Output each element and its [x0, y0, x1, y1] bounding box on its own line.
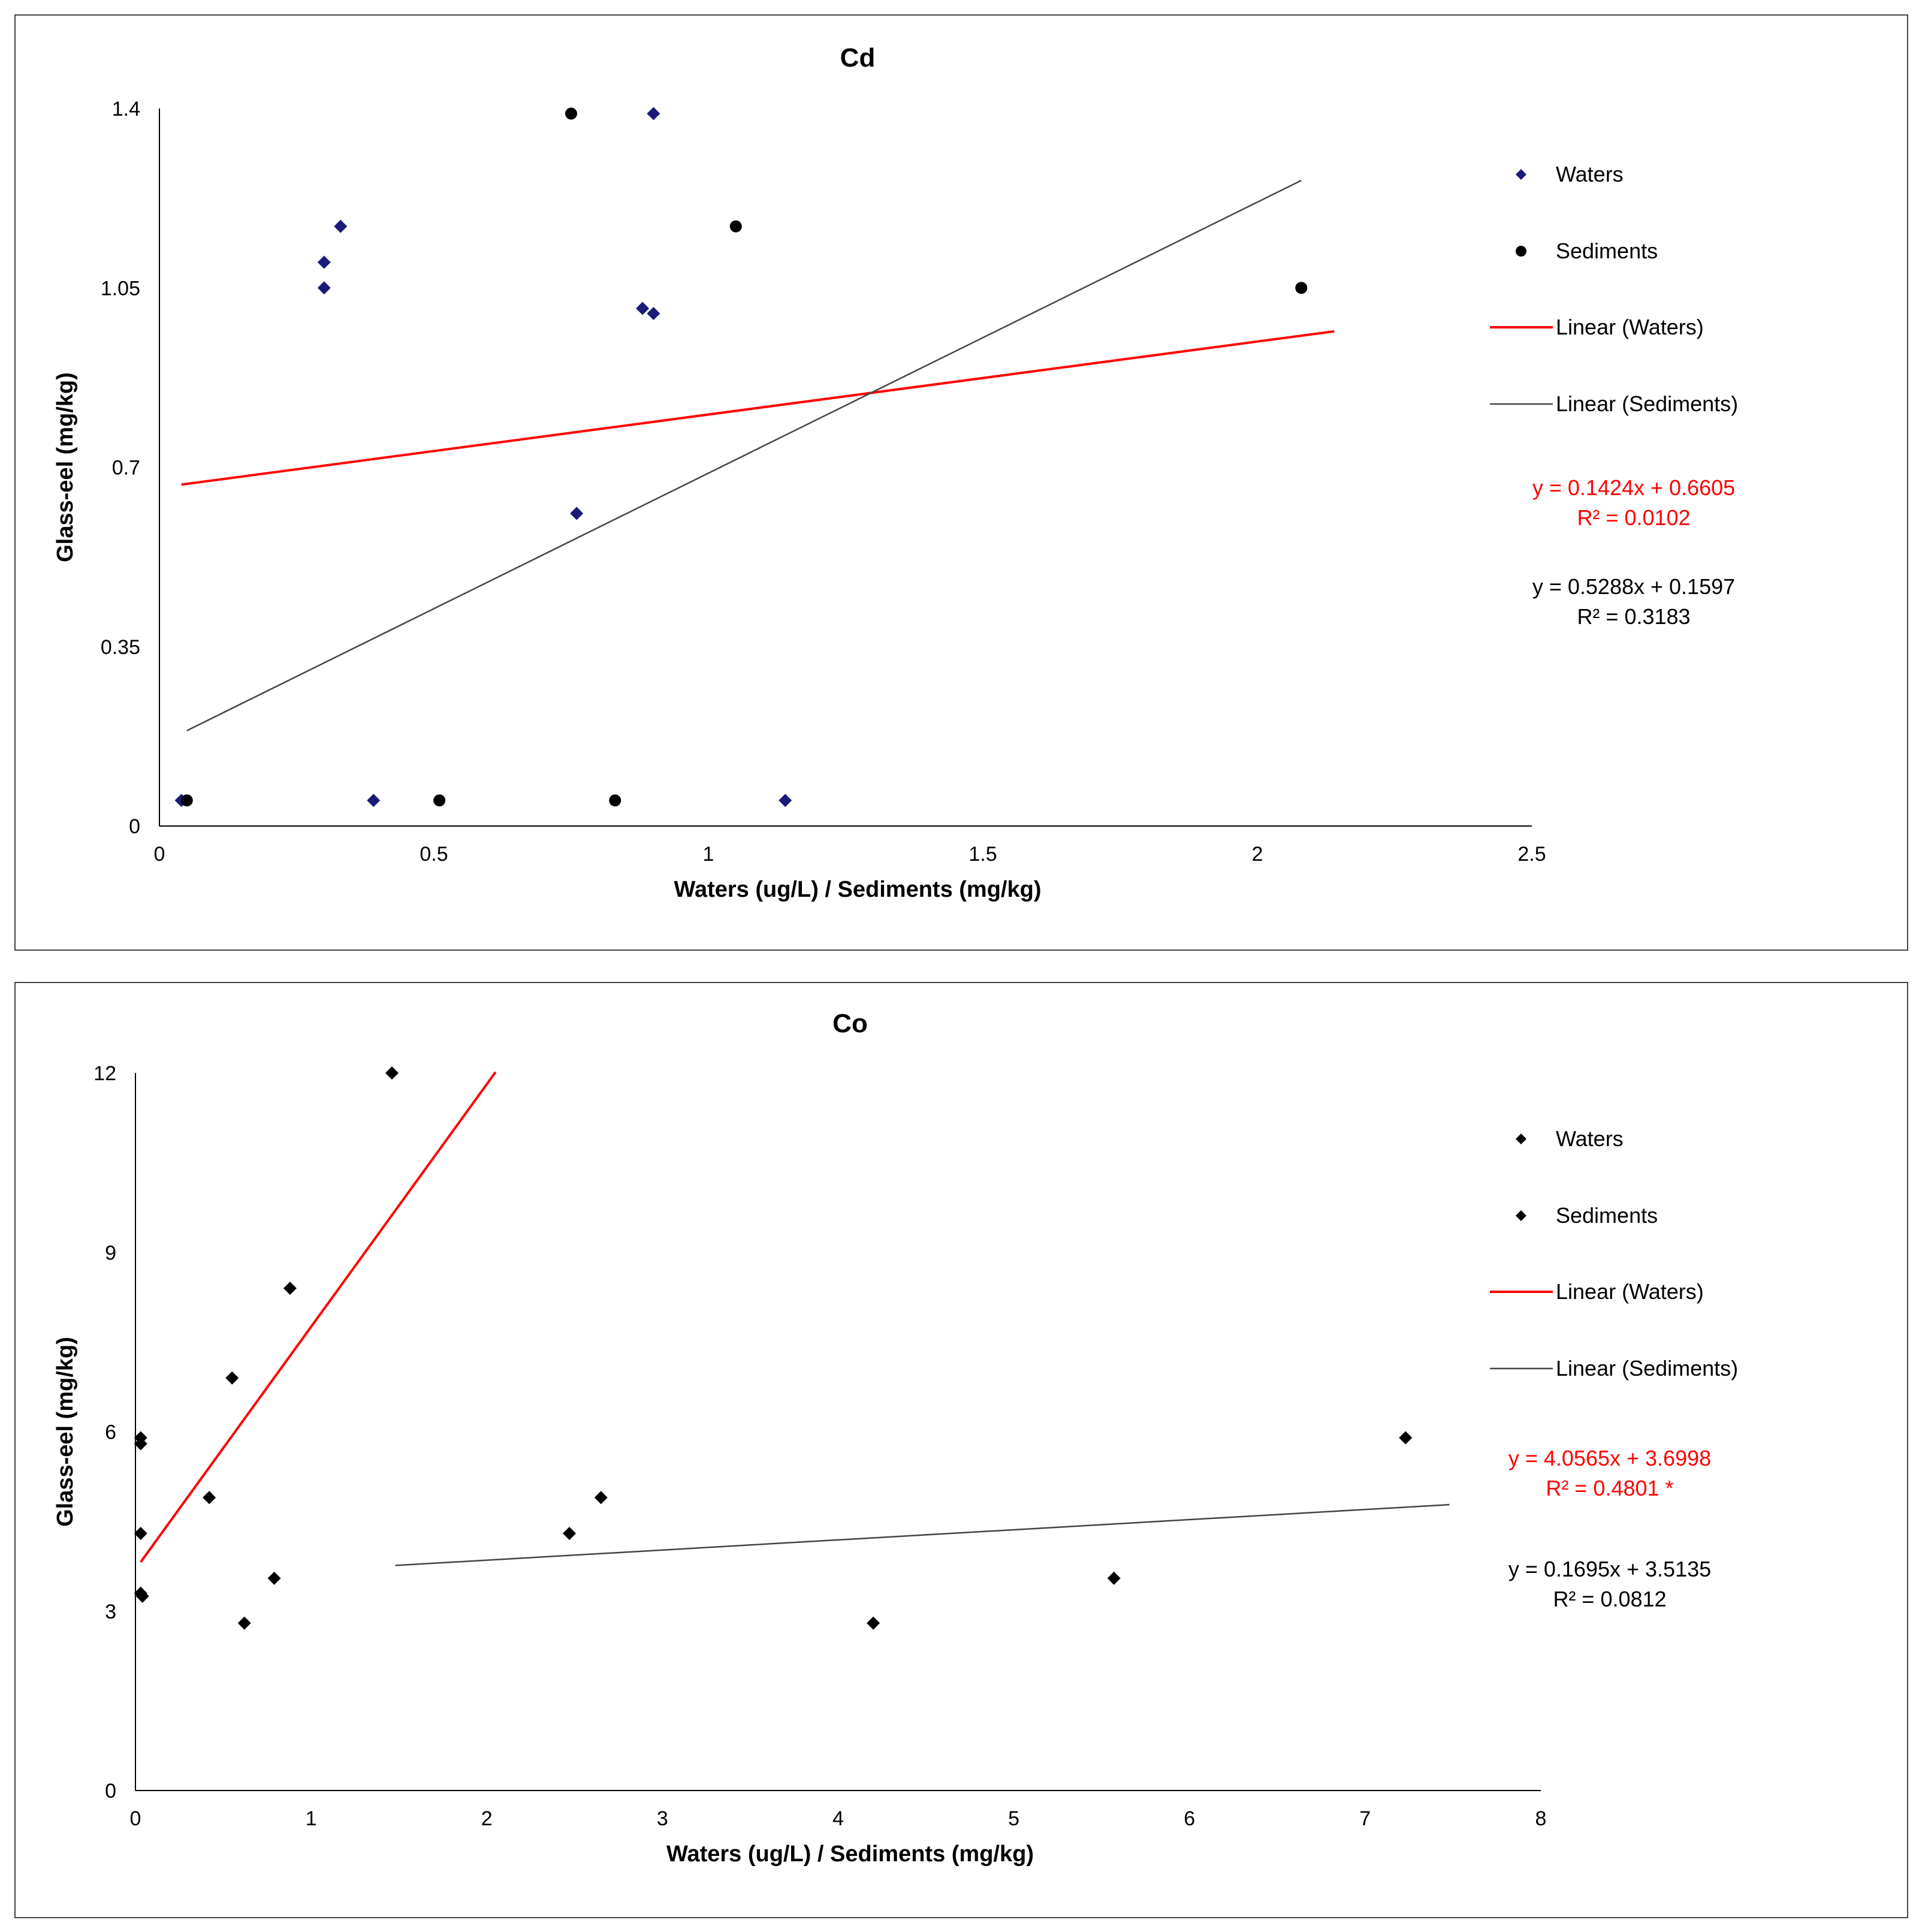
x-tick-label: 0.5 — [420, 843, 448, 866]
x-axis-title: Waters (ug/L) / Sediments (mg/kg) — [674, 877, 1042, 902]
x-tick-label: 2.5 — [1517, 843, 1546, 866]
x-tick-label: 8 — [1535, 1807, 1547, 1830]
equation-line: y = 4.0565x + 3.6998 — [1508, 1446, 1711, 1470]
legend-label: Linear (Sediments) — [1556, 391, 1738, 416]
co-point-waters — [134, 1527, 147, 1541]
legend-label: Sediments — [1556, 239, 1658, 263]
y-axis-title: Glass-eel (mg/kg) — [53, 372, 78, 562]
co-point-sediments — [1107, 1571, 1121, 1585]
legend-label: Sediments — [1556, 1203, 1658, 1228]
equation-line: y = 0.5288x + 0.1597 — [1532, 574, 1735, 599]
chart-title: Co — [832, 1009, 868, 1038]
x-tick-label: 1 — [306, 1807, 317, 1830]
cd-trendline-sediments — [186, 179, 1302, 731]
cd-point-sediments — [609, 794, 621, 807]
legend-label: Linear (Sediments) — [1556, 1356, 1738, 1381]
cd-point-waters — [570, 507, 584, 520]
cd-point-waters — [779, 794, 792, 807]
x-tick-label: 0 — [130, 1807, 141, 1830]
y-tick-label: 9 — [105, 1241, 116, 1264]
r-squared-line: R² = 0.4801 * — [1546, 1476, 1673, 1500]
y-tick-label: 0.35 — [101, 636, 140, 659]
co-point-waters — [225, 1371, 239, 1385]
y-tick-label: 6 — [105, 1421, 116, 1444]
y-tick-label: 0 — [129, 815, 140, 838]
co-point-sediments — [867, 1616, 880, 1630]
co-point-sediments — [563, 1527, 577, 1541]
cd-point-sediments — [180, 794, 193, 807]
cd-point-waters — [636, 302, 650, 315]
cd-point-waters — [334, 219, 348, 233]
cd-point-sediments — [433, 794, 446, 807]
x-tick-label: 3 — [657, 1807, 668, 1830]
r-squared-line: R² = 0.0812 — [1553, 1587, 1666, 1611]
legend-label: Linear (Waters) — [1556, 1279, 1704, 1304]
legend-marker-sediments — [1516, 246, 1526, 257]
y-tick-label: 0.7 — [112, 457, 140, 480]
cd-trendline-waters — [181, 330, 1335, 486]
legend-label: Waters — [1556, 1126, 1624, 1151]
y-tick-label: 0 — [105, 1780, 116, 1803]
co-point-waters — [283, 1282, 297, 1295]
chart-title: Cd — [840, 43, 876, 73]
x-tick-label: 1 — [703, 843, 714, 866]
y-tick-label: 1.4 — [112, 98, 140, 120]
x-tick-label: 2 — [1252, 843, 1263, 866]
co-point-sediments — [1399, 1431, 1413, 1445]
co-point-waters — [237, 1616, 251, 1630]
equation-line: y = 0.1424x + 0.6605 — [1532, 475, 1735, 500]
x-tick-label: 4 — [832, 1807, 844, 1830]
x-tick-label: 0 — [154, 843, 165, 866]
r-squared-line: R² = 0.3183 — [1577, 604, 1690, 629]
co-point-waters — [135, 1589, 149, 1603]
cd-point-waters — [647, 107, 660, 120]
cd-point-waters — [317, 281, 331, 295]
x-tick-label: 6 — [1184, 1807, 1195, 1830]
y-tick-label: 12 — [93, 1062, 116, 1085]
co-point-waters — [385, 1066, 399, 1080]
co-point-waters — [203, 1491, 216, 1505]
cd-point-waters — [647, 307, 660, 320]
co-point-waters — [134, 1431, 147, 1445]
equation-line: y = 0.1695x + 3.5135 — [1508, 1557, 1711, 1581]
x-axis-title: Waters (ug/L) / Sediments (mg/kg) — [666, 1841, 1034, 1867]
y-tick-label: 1.05 — [101, 277, 140, 300]
cd-point-sediments — [565, 107, 577, 120]
legend-label: Linear (Waters) — [1556, 315, 1704, 339]
co-point-sediments — [594, 1491, 608, 1505]
chart-panel-cd: Cd 0 0.5 1 1.5 2 2.5 0 0.35 0.7 1.05 1.4 Waters (ug/… — [14, 14, 1908, 951]
legend-marker-sediments — [1516, 1210, 1526, 1221]
chart-panel-co: Co 0 1 2 3 4 5 6 7 8 0 3 6 9 12 Waters (ug/L) / Sedimen… — [14, 982, 1908, 1918]
r-squared-line: R² = 0.0102 — [1577, 505, 1690, 530]
cd-point-waters — [367, 794, 381, 807]
y-tick-label: 3 — [105, 1601, 116, 1623]
x-tick-label: 1.5 — [968, 843, 997, 866]
x-tick-label: 2 — [481, 1807, 493, 1830]
cd-point-sediments — [729, 220, 742, 233]
x-tick-label: 7 — [1359, 1807, 1371, 1830]
cd-point-waters — [317, 255, 331, 269]
x-tick-label: 5 — [1008, 1807, 1019, 1830]
cd-point-sediments — [1295, 282, 1308, 294]
y-axis-title: Glass-eel (mg/kg) — [53, 1337, 78, 1527]
legend-marker-waters — [1516, 169, 1526, 180]
co-point-waters — [267, 1571, 281, 1585]
legend-marker-waters — [1516, 1134, 1526, 1144]
co-trendline-waters — [140, 1071, 497, 1563]
co-trendline-sediments — [395, 1503, 1450, 1566]
legend-label: Waters — [1556, 162, 1624, 186]
chart-cd-svg: Cd 0 0.5 1 1.5 2 2.5 0 0.35 0.7 1.05 1.4 Waters (ug/… — [53, 43, 1738, 902]
